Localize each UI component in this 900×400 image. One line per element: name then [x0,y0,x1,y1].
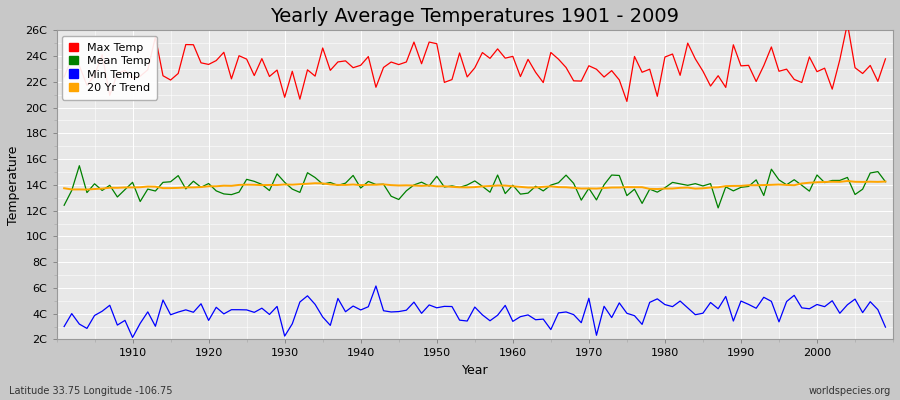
Y-axis label: Temperature: Temperature [7,145,20,224]
Text: worldspecies.org: worldspecies.org [809,386,891,396]
Title: Yearly Average Temperatures 1901 - 2009: Yearly Average Temperatures 1901 - 2009 [270,7,680,26]
X-axis label: Year: Year [462,364,488,377]
Legend: Max Temp, Mean Temp, Min Temp, 20 Yr Trend: Max Temp, Mean Temp, Min Temp, 20 Yr Tre… [62,36,157,100]
Text: Latitude 33.75 Longitude -106.75: Latitude 33.75 Longitude -106.75 [9,386,173,396]
